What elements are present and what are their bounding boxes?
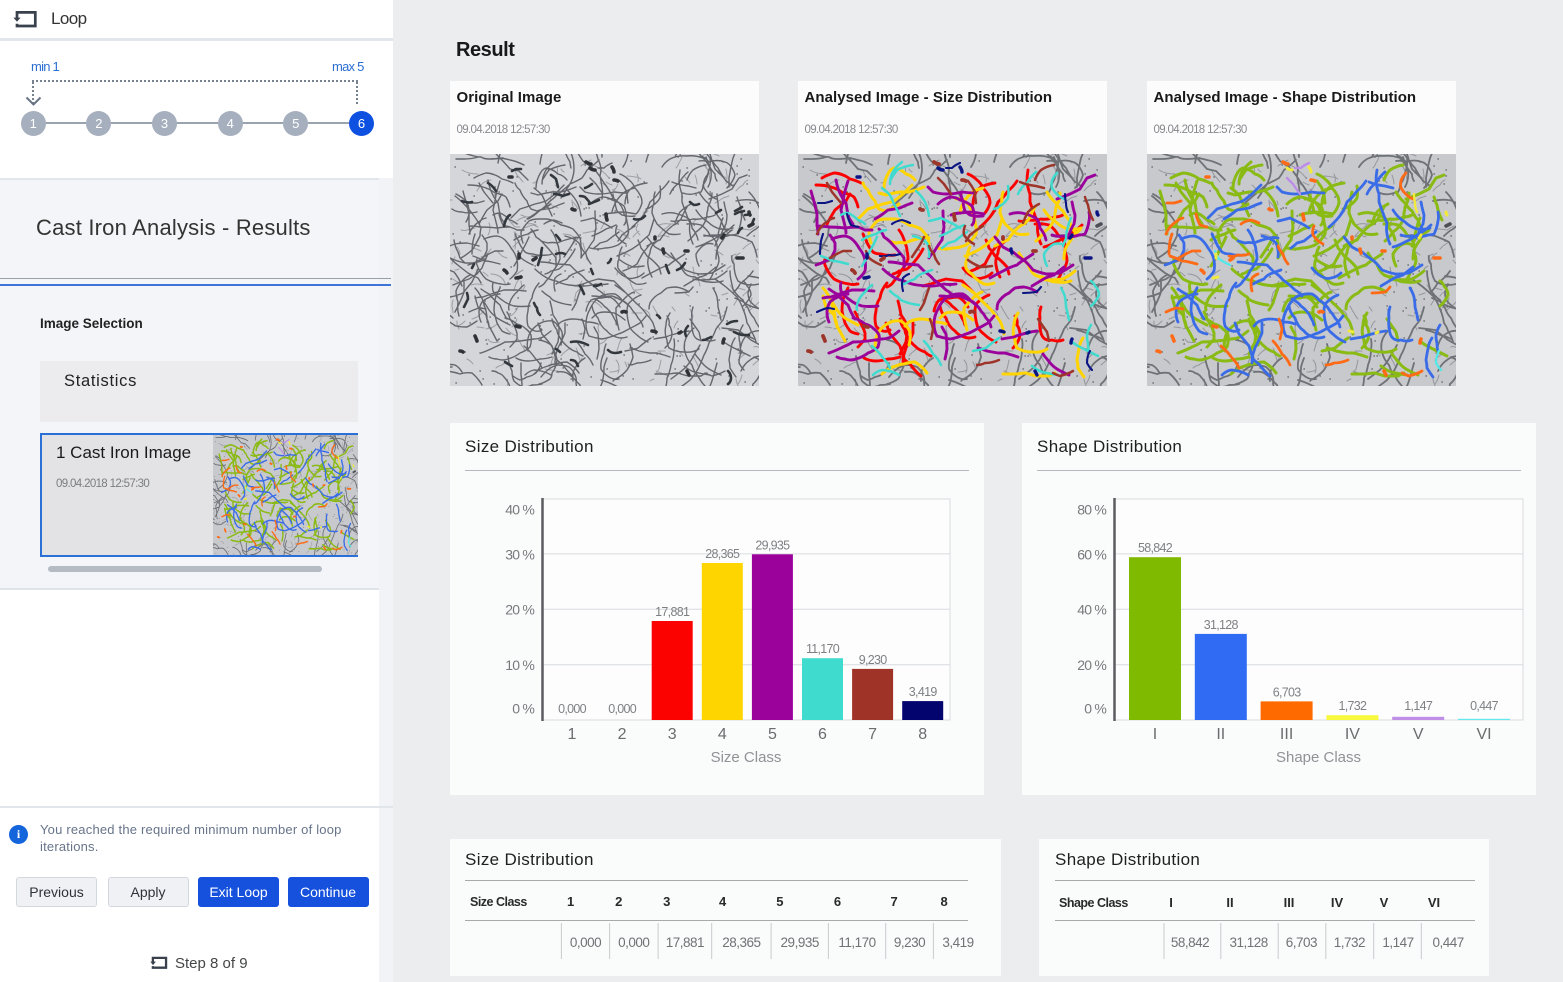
svg-text:0,000: 0,000 <box>570 935 601 950</box>
svg-text:6,703: 6,703 <box>1286 935 1317 950</box>
svg-text:1,732: 1,732 <box>1339 699 1368 713</box>
svg-text:2: 2 <box>615 894 622 909</box>
svg-text:0 %: 0 % <box>1084 701 1106 717</box>
svg-text:0,000: 0,000 <box>618 935 649 950</box>
svg-text:17,881: 17,881 <box>655 605 690 619</box>
svg-text:Size Class: Size Class <box>470 895 527 909</box>
svg-text:40 %: 40 % <box>505 502 534 518</box>
svg-text:1,147: 1,147 <box>1382 935 1413 950</box>
svg-text:7: 7 <box>890 894 897 909</box>
svg-text:31,128: 31,128 <box>1204 618 1239 632</box>
svg-text:8: 8 <box>940 894 947 909</box>
svg-text:Shape Class: Shape Class <box>1059 896 1128 910</box>
svg-text:3: 3 <box>668 726 677 743</box>
svg-text:VI: VI <box>1428 895 1440 910</box>
svg-text:28,365: 28,365 <box>722 935 760 950</box>
svg-text:29,935: 29,935 <box>755 538 790 552</box>
svg-text:20 %: 20 % <box>1077 657 1106 673</box>
svg-text:11,170: 11,170 <box>838 935 875 950</box>
svg-text:Shape Class: Shape Class <box>1276 749 1361 766</box>
svg-text:6,703: 6,703 <box>1273 685 1302 699</box>
svg-text:1,147: 1,147 <box>1404 699 1433 713</box>
svg-text:3,419: 3,419 <box>909 685 938 699</box>
svg-text:V: V <box>1413 726 1424 743</box>
svg-text:60 %: 60 % <box>1077 546 1106 562</box>
svg-text:17,881: 17,881 <box>666 935 704 950</box>
svg-text:I: I <box>1153 726 1157 743</box>
svg-text:4: 4 <box>718 726 727 743</box>
svg-text:1: 1 <box>567 894 574 909</box>
svg-text:8: 8 <box>918 726 927 743</box>
svg-text:II: II <box>1226 895 1233 910</box>
svg-text:28,365: 28,365 <box>705 547 740 561</box>
svg-text:9,230: 9,230 <box>859 653 888 667</box>
svg-text:58,842: 58,842 <box>1171 935 1209 950</box>
svg-text:7: 7 <box>868 726 877 743</box>
svg-text:40 %: 40 % <box>1077 602 1106 618</box>
svg-text:0 %: 0 % <box>512 701 534 717</box>
svg-text:30 %: 30 % <box>505 546 534 562</box>
svg-text:10 %: 10 % <box>505 657 534 673</box>
svg-text:0,000: 0,000 <box>608 702 637 716</box>
svg-text:V: V <box>1380 895 1389 910</box>
svg-text:2: 2 <box>618 726 627 743</box>
svg-text:6: 6 <box>818 726 827 743</box>
svg-text:3: 3 <box>663 894 670 909</box>
svg-text:9,230: 9,230 <box>894 935 925 950</box>
svg-text:29,935: 29,935 <box>781 935 819 950</box>
svg-text:I: I <box>1169 895 1173 910</box>
svg-text:IV: IV <box>1331 895 1344 910</box>
svg-text:0,000: 0,000 <box>558 702 587 716</box>
svg-text:5: 5 <box>776 894 783 909</box>
svg-text:6: 6 <box>834 894 841 909</box>
svg-text:II: II <box>1216 726 1225 743</box>
svg-text:4: 4 <box>719 894 727 909</box>
svg-text:IV: IV <box>1345 726 1360 743</box>
svg-text:III: III <box>1284 895 1295 910</box>
svg-text:VI: VI <box>1476 726 1491 743</box>
svg-text:80 %: 80 % <box>1077 502 1106 518</box>
svg-text:0,447: 0,447 <box>1470 699 1499 713</box>
svg-text:1: 1 <box>568 726 577 743</box>
svg-text:58,842: 58,842 <box>1138 541 1173 555</box>
svg-text:III: III <box>1280 726 1293 743</box>
svg-text:0,447: 0,447 <box>1432 935 1463 950</box>
svg-text:20 %: 20 % <box>505 602 534 618</box>
svg-text:5: 5 <box>768 726 777 743</box>
svg-text:1,732: 1,732 <box>1334 935 1365 950</box>
svg-text:11,170: 11,170 <box>806 642 840 656</box>
svg-text:Size Class: Size Class <box>711 749 782 766</box>
svg-text:3,419: 3,419 <box>942 935 973 950</box>
svg-text:31,128: 31,128 <box>1229 935 1267 950</box>
